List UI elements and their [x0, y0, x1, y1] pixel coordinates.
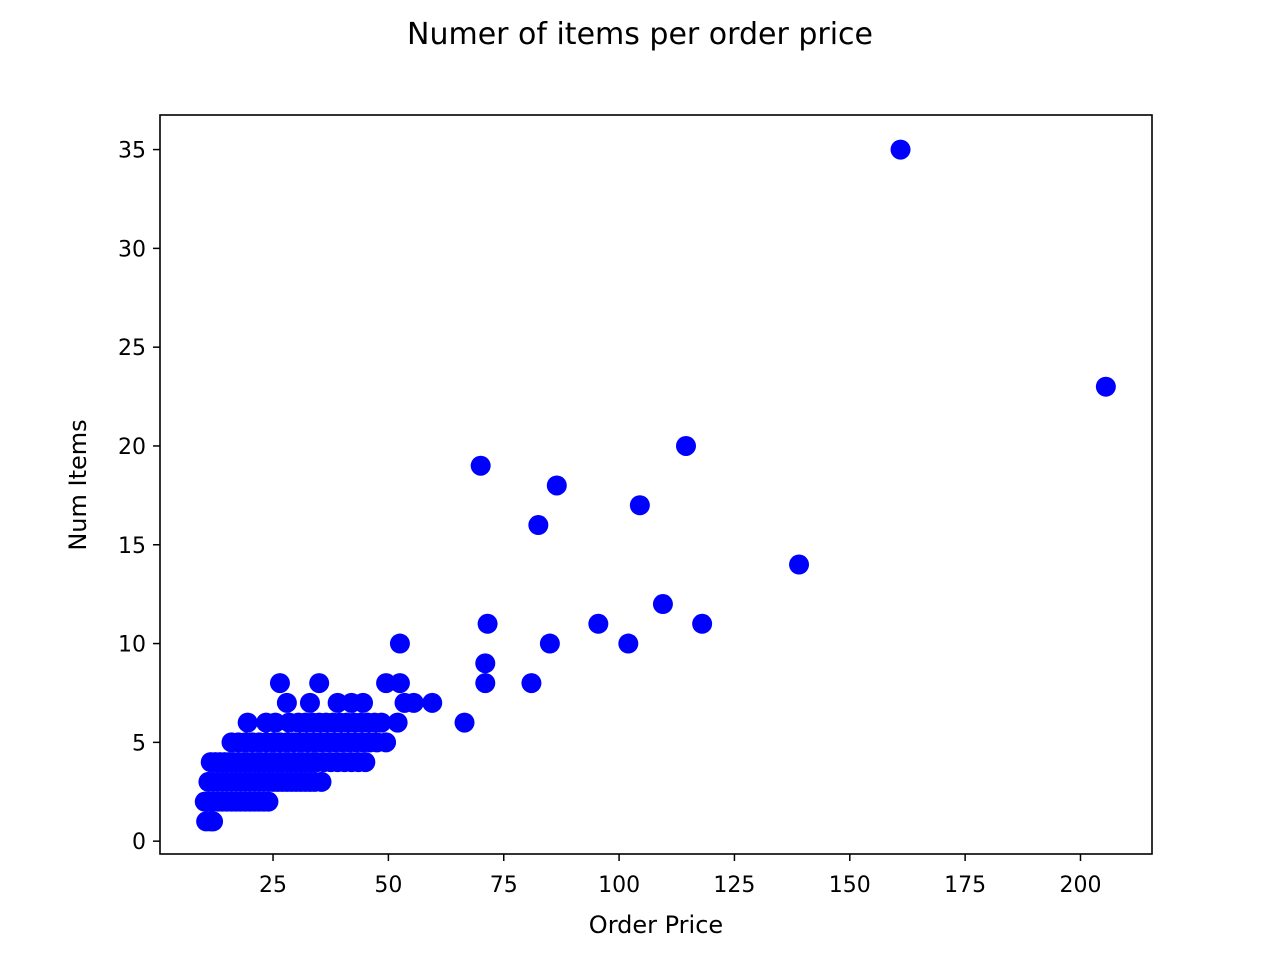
- x-tick-label: 150: [829, 873, 871, 898]
- data-point: [629, 495, 650, 516]
- data-point: [652, 594, 673, 615]
- data-point: [539, 633, 560, 654]
- data-point: [355, 752, 376, 773]
- data-point: [237, 712, 258, 733]
- data-point: [546, 475, 567, 496]
- data-point: [454, 712, 475, 733]
- data-point: [389, 633, 410, 654]
- y-tick-label: 25: [118, 336, 146, 361]
- data-point: [258, 791, 279, 812]
- data-point: [276, 692, 297, 713]
- data-point: [389, 673, 410, 694]
- data-point: [521, 673, 542, 694]
- data-point: [588, 613, 609, 634]
- data-point: [675, 435, 696, 456]
- data-point: [477, 613, 498, 634]
- data-point: [371, 712, 392, 733]
- data-point: [387, 712, 408, 733]
- x-axis: 25 50 75 100 125 150 175 200: [259, 854, 1101, 898]
- x-tick-label: 175: [944, 873, 986, 898]
- y-axis: 0 5 10 15 20 25 30 35: [118, 139, 160, 855]
- data-point: [890, 139, 911, 160]
- data-point: [475, 653, 496, 674]
- data-point: [353, 692, 374, 713]
- data-point: [692, 613, 713, 634]
- data-point: [203, 811, 224, 832]
- data-point: [475, 673, 496, 694]
- data-point: [618, 633, 639, 654]
- data-point: [309, 673, 330, 694]
- data-point: [327, 692, 348, 713]
- data-point: [422, 692, 443, 713]
- chart-title: Numer of items per order price: [407, 17, 873, 52]
- x-tick-label: 75: [490, 873, 518, 898]
- x-axis-label: Order Price: [589, 911, 723, 939]
- data-point: [789, 554, 810, 575]
- data-point: [376, 732, 397, 753]
- y-tick-label: 15: [118, 534, 146, 559]
- x-tick-label: 200: [1059, 873, 1101, 898]
- data-point: [403, 692, 424, 713]
- x-tick-label: 125: [713, 873, 755, 898]
- x-tick-label: 25: [259, 873, 287, 898]
- data-point: [376, 673, 397, 694]
- y-tick-label: 35: [118, 139, 146, 164]
- data-point: [1095, 376, 1116, 397]
- data-point: [299, 692, 320, 713]
- x-tick-label: 50: [374, 873, 402, 898]
- y-tick-label: 30: [118, 237, 146, 262]
- y-tick-label: 0: [132, 830, 146, 855]
- x-tick-label: 100: [598, 873, 640, 898]
- data-point: [311, 771, 332, 792]
- data-point: [265, 712, 286, 733]
- data-point: [269, 673, 290, 694]
- plot-area-frame: [159, 114, 1153, 855]
- data-point: [528, 515, 549, 536]
- y-axis-label: Num Items: [64, 419, 92, 550]
- y-tick-label: 10: [118, 633, 146, 658]
- data-points: [194, 139, 1116, 832]
- data-point: [470, 455, 491, 476]
- y-tick-label: 20: [118, 435, 146, 460]
- y-tick-label: 5: [132, 731, 146, 756]
